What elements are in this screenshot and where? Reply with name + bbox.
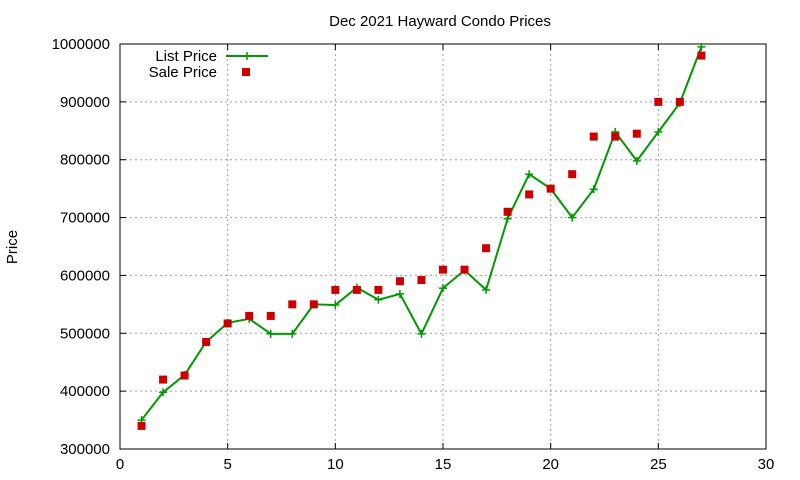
axis-ticks (119, 43, 767, 450)
sale-price-point (266, 311, 275, 320)
y-tick-label: 900000 (60, 94, 110, 111)
sale-price-point (611, 132, 620, 141)
sale-price-point (503, 207, 512, 216)
list-price-point (632, 156, 641, 165)
sale-price-point (546, 184, 555, 193)
sale-price-point (395, 277, 404, 286)
legend-marker-sale-price (242, 68, 250, 76)
sale-price-point (159, 375, 168, 384)
y-tick-label: 800000 (60, 152, 110, 169)
list-price-point (331, 300, 340, 309)
sale-price-point (288, 300, 297, 309)
legend-marker-list-price (243, 52, 251, 60)
sale-price-point (525, 190, 534, 199)
sale-price-point (417, 276, 426, 285)
sale-price-point (675, 97, 684, 106)
y-axis-label: Price (4, 230, 21, 264)
sale-price-point (697, 51, 706, 60)
y-tick-label: 400000 (60, 383, 110, 400)
sale-price-point (654, 97, 663, 106)
x-tick-label: 0 (116, 456, 124, 473)
y-tick-label: 500000 (60, 325, 110, 342)
legend-sample-sale-price (242, 68, 250, 76)
legend: List Price Sale Price (149, 48, 268, 81)
sale-price-point (632, 129, 641, 138)
chart-title: Dec 2021 Hayward Condo Prices (329, 13, 551, 30)
x-tick-label: 25 (650, 456, 667, 473)
list-price-point (288, 329, 297, 338)
sale-price-point (482, 244, 491, 253)
sale-price-point (309, 300, 318, 309)
y-tick-label: 700000 (60, 210, 110, 227)
sale-price-point (331, 285, 340, 294)
x-tick-label: 15 (435, 456, 452, 473)
list-price-point (439, 284, 447, 293)
list-price-point (568, 213, 577, 222)
legend-sample-list-price (226, 52, 268, 60)
list-price-point (503, 214, 512, 223)
sale-price-point (589, 132, 598, 141)
y-tick-label: 600000 (60, 267, 110, 284)
list-price-point (697, 42, 706, 51)
x-tick-label: 20 (542, 456, 559, 473)
sale-price-point (374, 285, 383, 294)
y-tick-label: 1000000 (52, 36, 110, 53)
series-sale-price (137, 51, 706, 430)
sale-price-point (137, 421, 146, 430)
list-price-point (395, 289, 404, 298)
list-price-point (374, 295, 383, 304)
x-axis-tick-labels: 0 5 10 15 20 25 30 (116, 456, 775, 473)
sale-price-point (439, 265, 447, 274)
list-price-point (266, 329, 275, 338)
x-tick-label: 30 (758, 456, 775, 473)
sale-price-point (202, 337, 211, 346)
list-price-point (159, 388, 168, 397)
x-tick-label: 10 (327, 456, 344, 473)
list-price-point (525, 170, 534, 179)
legend-label-list-price: List Price (155, 48, 217, 65)
y-tick-label: 300000 (60, 441, 110, 458)
list-price-point (417, 329, 426, 338)
legend-label-sale-price: Sale Price (149, 64, 217, 81)
x-tick-label: 5 (223, 456, 231, 473)
list-price-point (589, 185, 598, 194)
sale-price-point (180, 371, 189, 380)
series-layer (137, 42, 706, 430)
list-price-point (654, 127, 663, 136)
sale-price-point (568, 170, 577, 179)
y-axis-tick-labels: 300000 400000 500000 600000 700000 800000 9000… (52, 36, 110, 458)
list-price-point (482, 285, 491, 294)
sale-price-point (223, 319, 232, 328)
sale-price-point (352, 285, 361, 294)
sale-price-point (460, 265, 469, 274)
sale-price-point (245, 311, 254, 320)
